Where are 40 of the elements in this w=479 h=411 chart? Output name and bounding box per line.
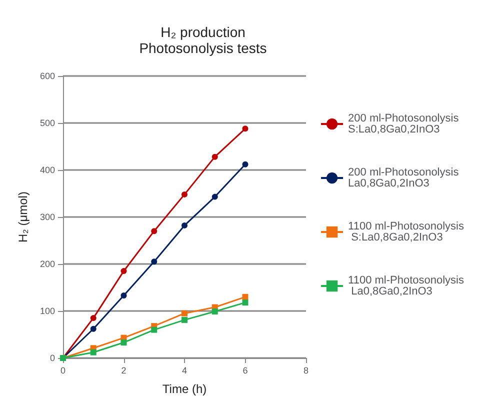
point bbox=[212, 154, 218, 160]
x-tick-label: 6 bbox=[242, 366, 248, 376]
legend-label: 200 ml-Photosonolysis S:La0,8Ga0,2InO3 bbox=[348, 112, 462, 136]
x-tick-label: 2 bbox=[121, 366, 126, 376]
x-tick-label: 4 bbox=[182, 366, 188, 376]
point bbox=[182, 222, 188, 228]
point bbox=[182, 191, 188, 198]
y-tick-label: 500 bbox=[40, 118, 55, 128]
point bbox=[242, 161, 248, 168]
y-tick-label: 0 bbox=[50, 353, 55, 363]
point bbox=[212, 308, 218, 314]
point bbox=[242, 126, 248, 132]
y-tick-label: 600 bbox=[40, 71, 55, 81]
y-tick-label: 400 bbox=[40, 165, 55, 175]
point bbox=[151, 228, 158, 234]
point bbox=[151, 326, 158, 333]
point bbox=[182, 310, 188, 316]
point bbox=[120, 292, 127, 298]
x-axis-title: Time (h) bbox=[162, 382, 207, 396]
point bbox=[90, 326, 96, 332]
legend-label: 1100 ml-Photosonolysis La0,8Ga0,2InO3 bbox=[348, 274, 464, 298]
y-axis-title: H₂ (μmol) bbox=[16, 192, 30, 242]
legend-label: 1100 ml-Photosonolysis S:La0,8Ga0,2InO3 bbox=[348, 220, 464, 244]
y-tick-label: 200 bbox=[40, 259, 55, 269]
x-tick-label: 0 bbox=[60, 366, 66, 376]
point bbox=[90, 349, 96, 356]
point bbox=[212, 194, 218, 200]
point bbox=[90, 315, 96, 322]
chart-subtitle: Photosonolysis tests bbox=[139, 40, 267, 56]
point bbox=[120, 268, 127, 274]
x-tick-label: 8 bbox=[303, 366, 309, 376]
y-tick-label: 100 bbox=[40, 306, 55, 316]
legend-label: 200 ml-Photosonolysis La0,8Ga0,2InO3 bbox=[348, 166, 462, 190]
y-tick-label: 300 bbox=[40, 212, 55, 222]
point bbox=[151, 258, 158, 265]
point bbox=[182, 316, 188, 323]
point bbox=[242, 294, 248, 300]
point bbox=[120, 339, 127, 346]
point bbox=[242, 300, 248, 306]
chart-title: H₂ production bbox=[160, 24, 246, 40]
